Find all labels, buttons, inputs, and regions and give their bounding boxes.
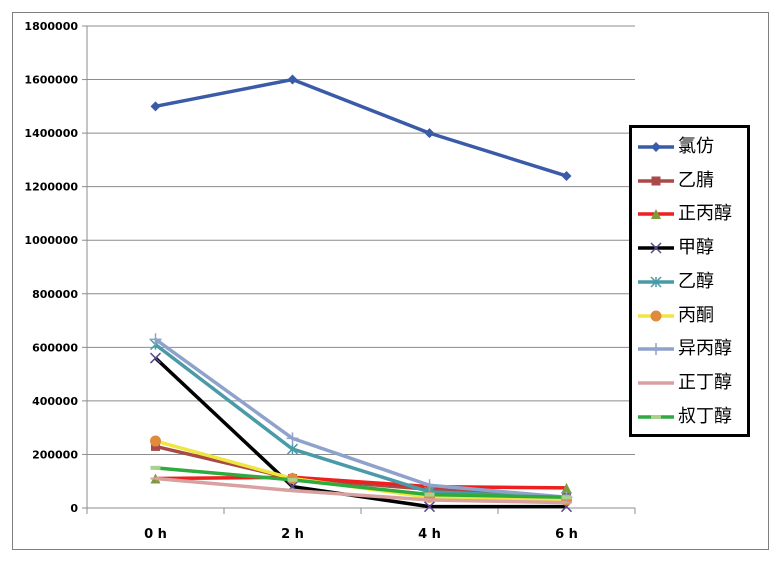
data-point — [150, 101, 161, 112]
marker-circle — [650, 310, 662, 321]
legend-swatch — [638, 381, 674, 385]
marker-diamond — [424, 128, 435, 139]
data-point — [150, 435, 161, 447]
x-tick-label: 2 h — [281, 527, 304, 542]
data-point — [423, 501, 436, 513]
data-point — [286, 432, 299, 445]
data-point — [287, 74, 298, 85]
marker-bar — [561, 495, 572, 500]
legend-swatch — [638, 414, 674, 419]
series-lines — [149, 74, 573, 513]
y-tick-label: 400000 — [32, 395, 78, 408]
legend-label: 异丙醇 — [678, 338, 732, 360]
legend-marker — [651, 414, 661, 419]
legend-label: 正丁醇 — [678, 371, 732, 393]
data-point — [561, 482, 572, 493]
marker-circle — [150, 435, 161, 447]
marker-x-b — [423, 501, 436, 513]
marker-bar — [150, 465, 161, 470]
marker-bar — [651, 414, 661, 419]
x-tick-label: 6 h — [555, 527, 578, 542]
legend-item: 丙酮 — [632, 300, 747, 333]
y-tick-label: 1600000 — [24, 74, 78, 87]
legend-item: 正丙醇 — [632, 198, 747, 231]
gridlines — [87, 25, 635, 455]
legend-label: 正丙醇 — [678, 203, 732, 225]
y-tick-label: 1400000 — [24, 127, 78, 140]
series-line — [154, 337, 567, 500]
y-tick-label: 1200000 — [24, 181, 78, 194]
legend-swatch — [638, 209, 674, 220]
marker-diamond — [150, 101, 161, 112]
marker-square — [651, 176, 661, 186]
legend-item: 乙醇 — [632, 266, 747, 299]
data-point — [287, 477, 298, 482]
legend-marker — [650, 343, 662, 356]
marker-diamond — [287, 74, 298, 85]
data-point — [149, 352, 162, 364]
data-point — [424, 492, 435, 497]
x-tick-label: 4 h — [418, 527, 441, 542]
legend-label: 甲醇 — [678, 237, 714, 259]
marker-bar — [424, 492, 435, 497]
series-0 — [150, 74, 572, 181]
y-tick-label: 1000000 — [24, 234, 78, 247]
y-tick-label: 200000 — [32, 448, 78, 461]
legend-swatch — [638, 142, 674, 152]
legend-item: 氯仿 — [632, 131, 747, 164]
legend-swatch — [638, 343, 674, 356]
marker-triangle — [561, 482, 572, 493]
legend-marker — [651, 209, 661, 220]
legend-label: 氯仿 — [678, 136, 714, 157]
series-8 — [150, 465, 572, 500]
legend-label: 乙腈 — [678, 169, 714, 191]
series-line — [155, 476, 567, 505]
legend-item: 甲醇 — [632, 232, 747, 265]
legend-item: 叔丁醇 — [632, 401, 747, 434]
marker-triangle — [651, 209, 661, 220]
legend-marker — [650, 242, 662, 254]
legend-label: 乙醇 — [678, 270, 714, 292]
marker-x-b — [650, 242, 662, 254]
legend-marker — [650, 310, 662, 321]
legend-swatch — [638, 310, 674, 321]
data-point — [150, 465, 161, 470]
series-line — [155, 466, 567, 500]
data-point — [561, 170, 572, 181]
legend-marker — [651, 176, 661, 186]
y-tick-label: 800000 — [32, 288, 78, 301]
data-point — [423, 479, 436, 492]
marker-diamond — [651, 142, 661, 152]
legend-item: 正丁醇 — [632, 367, 747, 400]
legend-item: 乙腈 — [632, 165, 747, 198]
axes: 0 200000 400000 600000 800000 1000000 1200000 1… — [24, 20, 636, 542]
marker-bar — [287, 477, 298, 482]
x-tick-label: 0 h — [144, 527, 167, 542]
marker-x-b — [149, 352, 162, 364]
legend-label: 叔丁醇 — [678, 405, 732, 427]
legend-swatch — [638, 276, 674, 288]
data-point — [286, 443, 299, 455]
legend-swatch — [638, 242, 674, 254]
legend-marker — [651, 142, 661, 152]
legend-label: 丙酮 — [678, 304, 714, 326]
data-point — [561, 495, 572, 500]
y-tick-label: 0 — [70, 502, 78, 515]
legend: 氯仿乙腈正丙醇甲醇乙醇丙酮异丙醇正丁醇叔丁醇 — [629, 125, 750, 437]
y-tick-label: 600000 — [32, 341, 78, 354]
legend-swatch — [638, 176, 674, 186]
legend-item: 异丙醇 — [632, 333, 747, 366]
legend-marker — [650, 276, 662, 288]
data-point — [424, 128, 435, 139]
series-line — [155, 77, 568, 178]
marker-diamond — [561, 170, 572, 181]
series-line — [155, 475, 567, 490]
y-tick-label: 1800000 — [24, 20, 78, 33]
data-point — [149, 333, 162, 346]
series-7 — [150, 476, 572, 505]
